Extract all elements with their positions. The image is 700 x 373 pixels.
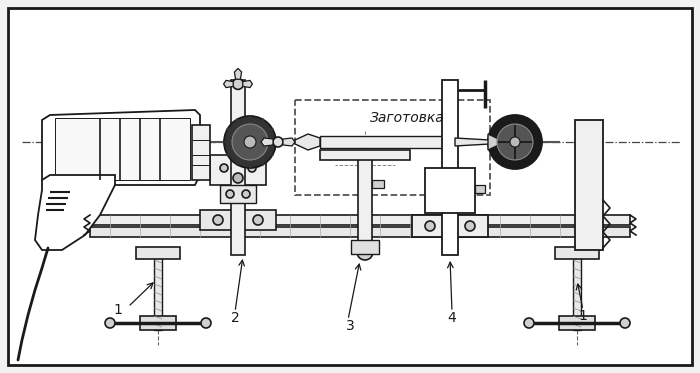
Bar xyxy=(136,247,180,259)
Circle shape xyxy=(220,164,228,172)
Bar xyxy=(575,120,603,250)
Bar xyxy=(200,210,276,230)
Polygon shape xyxy=(234,68,241,79)
Circle shape xyxy=(497,124,533,160)
Text: 1: 1 xyxy=(113,303,122,317)
Bar xyxy=(358,155,372,255)
Circle shape xyxy=(233,173,243,183)
Text: 2: 2 xyxy=(230,311,239,325)
Circle shape xyxy=(510,137,520,147)
Bar xyxy=(320,150,410,160)
Polygon shape xyxy=(455,138,490,146)
Circle shape xyxy=(620,318,630,328)
Bar xyxy=(372,180,384,188)
Bar xyxy=(295,100,490,195)
Circle shape xyxy=(242,190,250,198)
Circle shape xyxy=(232,79,244,90)
Circle shape xyxy=(244,136,256,148)
Circle shape xyxy=(224,116,276,168)
Circle shape xyxy=(357,244,373,260)
Circle shape xyxy=(465,221,475,231)
Circle shape xyxy=(273,137,283,147)
Bar xyxy=(210,155,266,185)
Polygon shape xyxy=(488,134,505,150)
Text: Заготовка: Заготовка xyxy=(370,111,444,125)
Circle shape xyxy=(425,221,435,231)
Circle shape xyxy=(213,215,223,225)
Polygon shape xyxy=(243,81,253,88)
Bar xyxy=(442,80,458,255)
Bar xyxy=(475,185,485,193)
Circle shape xyxy=(524,318,534,328)
Bar xyxy=(231,80,245,255)
Circle shape xyxy=(105,318,115,328)
Polygon shape xyxy=(283,138,295,146)
Bar xyxy=(412,215,488,237)
Bar xyxy=(320,136,455,148)
Circle shape xyxy=(201,318,211,328)
Circle shape xyxy=(232,124,268,160)
Polygon shape xyxy=(261,138,273,146)
Polygon shape xyxy=(35,175,115,250)
Bar xyxy=(351,240,379,254)
Bar xyxy=(154,255,162,330)
Bar xyxy=(90,215,630,225)
Bar xyxy=(140,316,176,330)
Text: 1: 1 xyxy=(579,309,587,323)
Circle shape xyxy=(488,115,542,169)
Text: 3: 3 xyxy=(346,319,354,333)
Circle shape xyxy=(248,164,256,172)
Text: 4: 4 xyxy=(447,311,456,325)
Bar xyxy=(573,255,581,330)
Bar xyxy=(559,316,595,330)
Bar xyxy=(192,125,210,180)
Polygon shape xyxy=(295,134,320,150)
Bar xyxy=(425,168,475,213)
Bar xyxy=(55,118,190,180)
Polygon shape xyxy=(42,110,200,185)
Circle shape xyxy=(253,215,263,225)
Circle shape xyxy=(226,190,234,198)
Bar xyxy=(90,227,630,237)
Bar xyxy=(220,185,256,203)
Polygon shape xyxy=(223,81,233,88)
Bar xyxy=(555,247,599,259)
